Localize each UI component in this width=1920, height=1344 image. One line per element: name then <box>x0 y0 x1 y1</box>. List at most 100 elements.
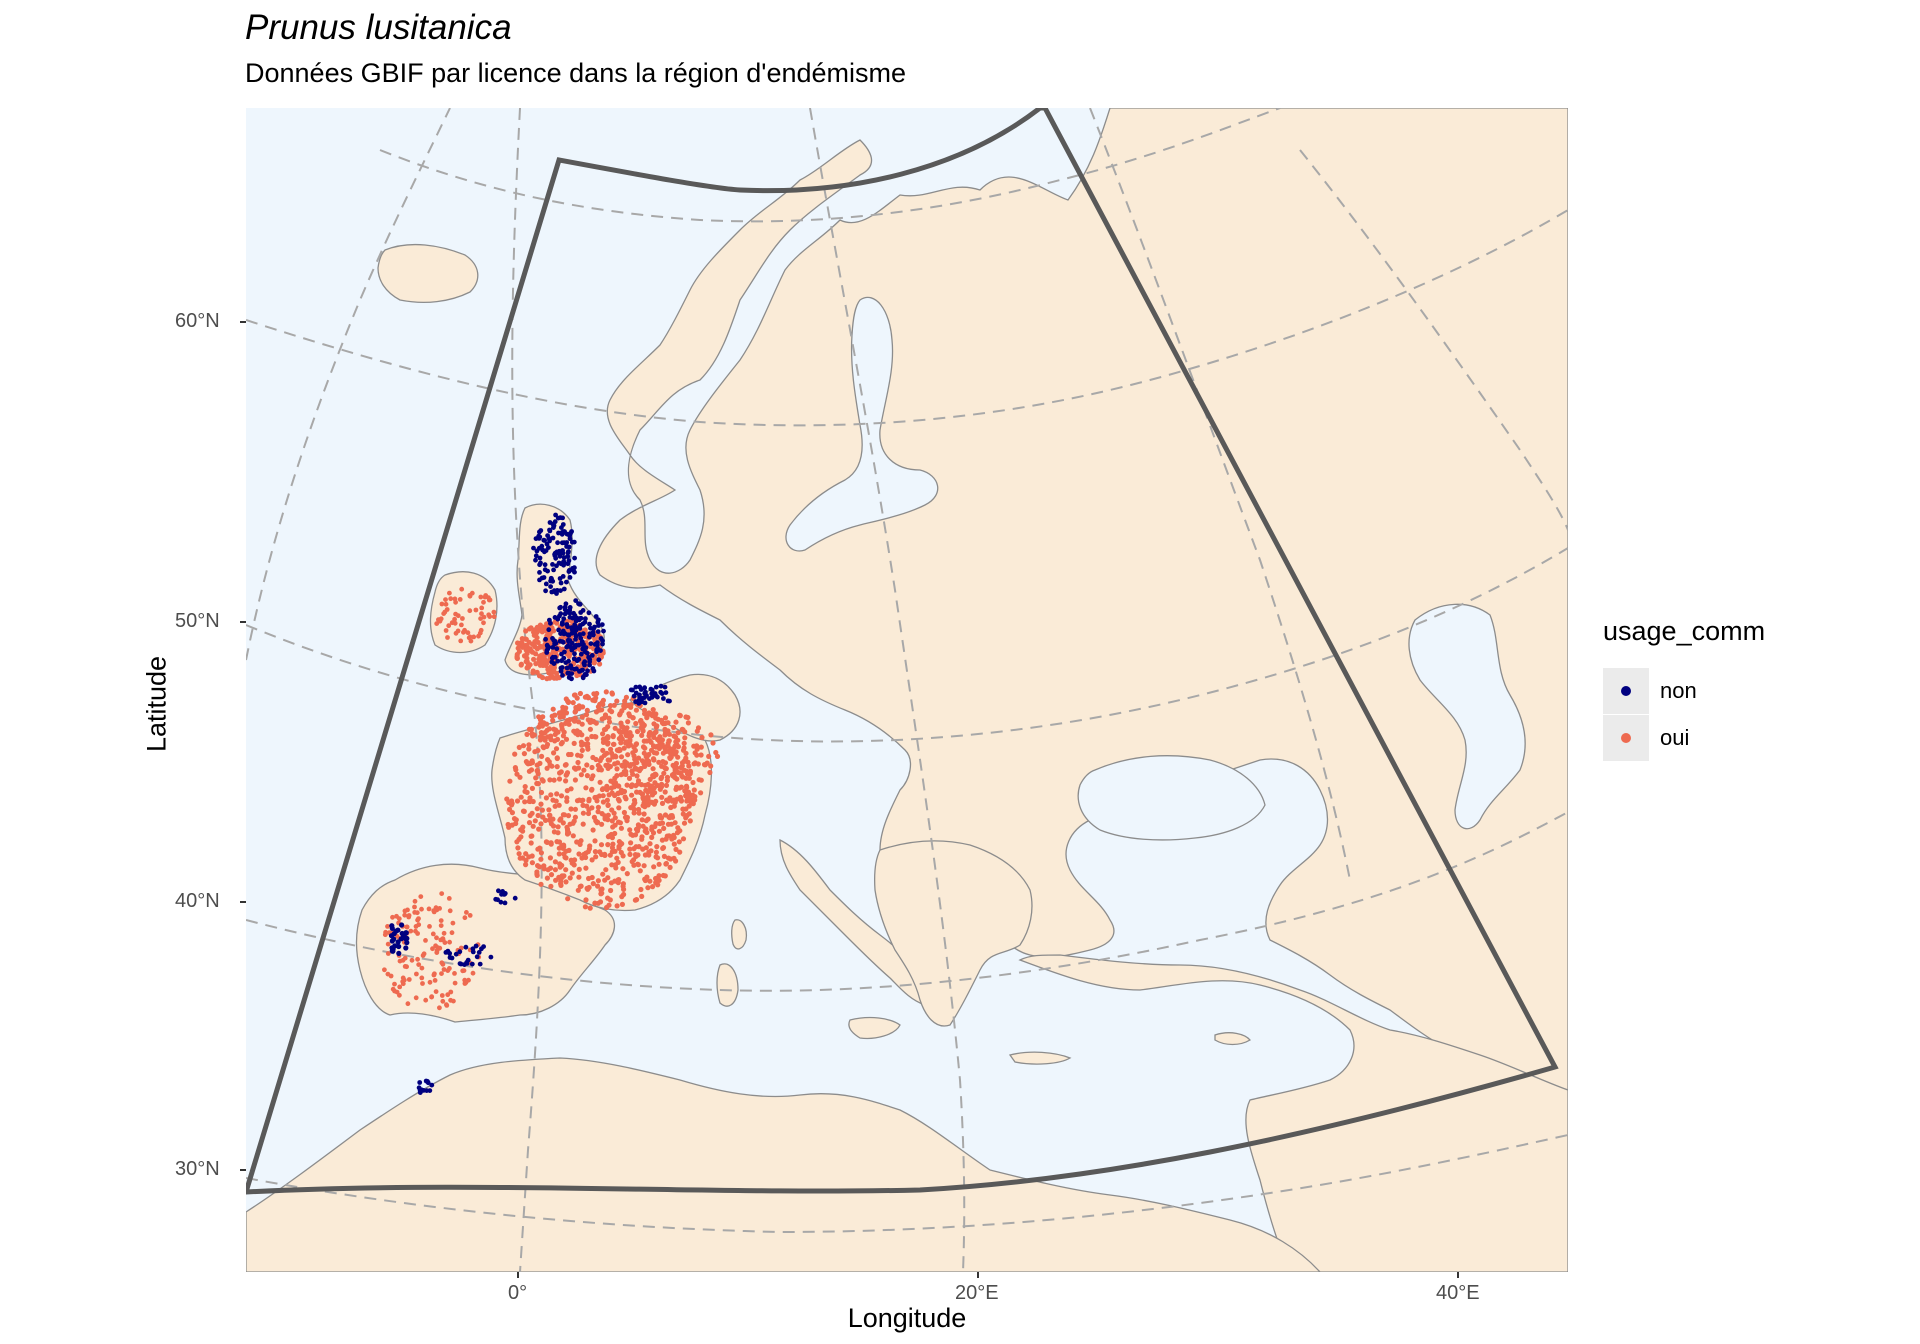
occurrence-point-oui <box>429 994 434 1000</box>
occurrence-point-oui <box>419 906 424 912</box>
occurrence-point-non <box>548 584 553 589</box>
occurrence-point-oui <box>427 979 433 985</box>
occurrence-point-oui <box>584 693 590 699</box>
occurrence-point-oui <box>572 814 579 820</box>
occurrence-point-oui <box>683 790 690 796</box>
occurrence-point-oui <box>576 703 582 709</box>
occurrence-point-oui <box>645 796 651 803</box>
occurrence-point-oui <box>605 762 611 768</box>
occurrence-point-non <box>543 636 548 642</box>
occurrence-point-oui <box>547 812 553 819</box>
occurrence-point-oui <box>667 864 673 871</box>
occurrence-point-oui <box>600 697 607 704</box>
occurrence-point-oui <box>529 833 535 839</box>
occurrence-point-non <box>449 955 455 961</box>
occurrence-point-oui <box>649 834 655 841</box>
occurrence-point-oui <box>491 614 497 620</box>
occurrence-point-oui <box>458 945 464 951</box>
occurrence-point-oui <box>554 764 560 770</box>
occurrence-point-non <box>558 580 564 586</box>
occurrence-point-non <box>537 562 542 568</box>
occurrence-point-oui <box>557 817 563 823</box>
region-outline <box>246 108 1559 1195</box>
occurrence-point-oui <box>537 845 543 851</box>
occurrence-point-oui <box>593 756 599 763</box>
occurrence-point-oui <box>586 798 592 804</box>
occurrence-point-oui <box>663 836 669 842</box>
occurrence-point-oui <box>651 721 657 727</box>
occurrence-point-oui <box>676 839 682 845</box>
occurrence-point-oui <box>604 797 611 803</box>
occurrence-point-oui <box>659 820 666 826</box>
occurrence-point-oui <box>481 614 487 620</box>
occurrence-point-oui <box>408 928 414 934</box>
occurrence-point-oui <box>434 621 440 626</box>
occurrence-point-oui <box>589 776 595 782</box>
occurrence-point-oui <box>642 711 648 717</box>
occurrence-point-oui <box>612 878 618 884</box>
occurrence-point-non <box>572 644 578 650</box>
occurrence-point-non <box>578 651 584 657</box>
occurrence-point-oui <box>600 731 606 737</box>
occurrence-point-oui <box>638 765 644 772</box>
occurrence-point-oui <box>536 826 542 832</box>
occurrence-point-oui <box>551 669 557 675</box>
occurrence-point-non <box>556 530 561 536</box>
occurrence-point-non <box>389 945 395 951</box>
legend-label-oui: oui <box>1660 725 1690 750</box>
occurrence-point-oui <box>581 767 587 773</box>
occurrence-point-oui <box>571 740 577 747</box>
occurrence-point-oui <box>430 931 436 937</box>
occurrence-point-oui <box>639 817 645 823</box>
occurrence-point-oui <box>457 597 463 602</box>
occurrence-point-non <box>571 610 576 616</box>
occurrence-point-oui <box>536 714 542 720</box>
occurrence-point-oui <box>595 878 602 884</box>
occurrence-point-oui <box>529 810 535 816</box>
occurrence-point-non <box>403 945 409 951</box>
occurrence-point-oui <box>673 749 679 755</box>
occurrence-point-oui <box>385 971 391 977</box>
occurrence-point-oui <box>486 612 492 618</box>
occurrence-point-non <box>578 615 584 621</box>
occurrence-point-oui <box>458 638 464 644</box>
occurrence-point-oui <box>459 586 465 592</box>
occurrence-point-oui <box>631 753 637 759</box>
occurrence-point-oui <box>595 883 601 889</box>
occurrence-point-oui <box>420 981 425 986</box>
occurrence-point-oui <box>609 818 615 824</box>
occurrence-point-oui <box>439 960 445 966</box>
occurrence-point-oui <box>527 798 533 805</box>
occurrence-point-oui <box>526 820 533 826</box>
occurrence-point-oui <box>405 1001 411 1007</box>
occurrence-point-oui <box>548 841 554 847</box>
occurrence-point-oui <box>645 816 651 822</box>
occurrence-point-oui <box>678 784 685 790</box>
occurrence-point-oui <box>620 881 627 887</box>
occurrence-point-oui <box>651 750 657 756</box>
occurrence-point-oui <box>563 855 569 861</box>
occurrence-point-oui <box>404 924 410 930</box>
occurrence-point-oui <box>524 789 530 796</box>
occurrence-point-oui <box>599 821 605 827</box>
occurrence-point-oui <box>554 620 560 626</box>
occurrence-point-oui <box>528 767 535 773</box>
occurrence-point-oui <box>449 930 455 936</box>
occurrence-point-oui <box>595 762 601 769</box>
occurrence-point-oui <box>443 628 449 633</box>
land-corsica <box>731 919 748 950</box>
occurrence-point-oui <box>584 707 590 713</box>
occurrence-point-non <box>566 544 572 550</box>
occurrence-point-oui <box>664 777 671 784</box>
occurrence-point-oui <box>419 975 425 981</box>
occurrence-point-non <box>551 567 556 573</box>
occurrence-point-oui <box>710 740 716 746</box>
occurrence-point-oui <box>598 887 604 893</box>
occurrence-point-oui <box>460 616 465 621</box>
occurrence-point-oui <box>677 828 683 834</box>
occurrence-point-oui <box>561 844 567 850</box>
occurrence-point-oui <box>444 607 450 612</box>
occurrence-point-oui <box>570 833 576 839</box>
occurrence-point-oui <box>556 802 562 808</box>
occurrence-point-oui <box>662 765 668 771</box>
